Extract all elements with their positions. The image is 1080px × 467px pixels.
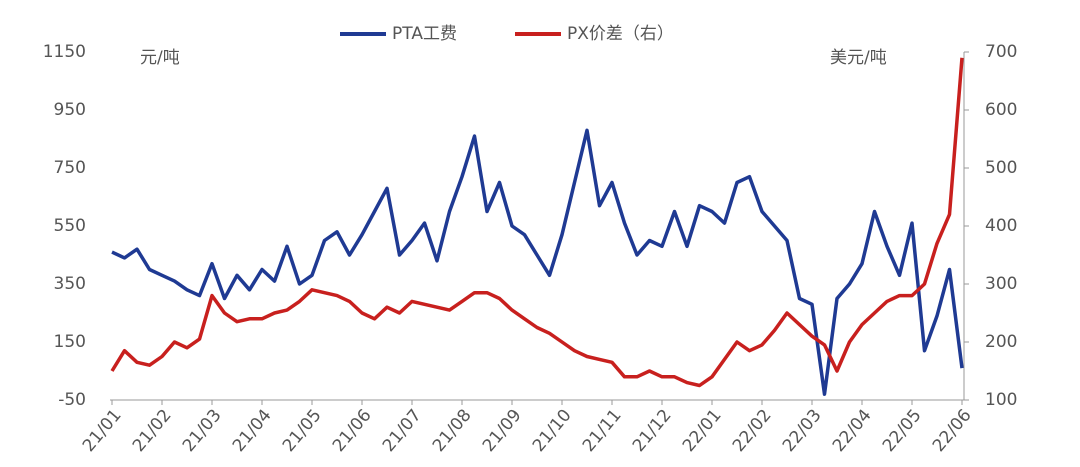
series-line [110, 57, 964, 388]
y-tick-label: -50 [58, 390, 86, 410]
x-tick-label: 22/06 [929, 406, 976, 456]
y-unit: 元/吨 [140, 48, 180, 68]
y2-unit: 美元/吨 [830, 48, 887, 68]
y2-tick-label: 600 [985, 100, 1017, 120]
legend-label: PTA工费 [392, 24, 457, 44]
x-tick-label: 21/06 [329, 406, 376, 456]
x-tick-label: 21/05 [279, 406, 326, 456]
x-tick-label: 21/03 [179, 406, 226, 456]
y-tick-label: 950 [54, 100, 86, 120]
x-tick-label: 22/04 [829, 406, 876, 456]
legend-label: PX价差（右） [567, 24, 674, 44]
y2-tick-label: 500 [985, 158, 1017, 178]
x-tick-label: 21/09 [479, 406, 526, 456]
x-tick-label: 21/01 [79, 406, 126, 456]
y-tick-label: 750 [54, 158, 86, 178]
x-tick-label: 21/08 [429, 406, 476, 456]
x-tick-label: 21/07 [379, 406, 426, 456]
y-tick-label: 1150 [43, 42, 86, 62]
x-tick-label: 22/02 [729, 406, 776, 456]
series-line [111, 128, 964, 396]
x-tick-label: 22/01 [679, 406, 726, 456]
x-tick-label: 22/03 [779, 406, 826, 456]
x-tick-label: 21/02 [129, 406, 176, 456]
y2-tick-label: 100 [985, 390, 1017, 410]
y2-tick-label: 700 [985, 42, 1017, 62]
x-tick-label: 21/04 [229, 406, 276, 456]
y-tick-label: 150 [54, 332, 86, 352]
x-tick-label: 21/10 [529, 406, 576, 456]
x-tick-label: 21/12 [629, 406, 676, 456]
y2-tick-label: 200 [985, 332, 1017, 352]
y-tick-label: 550 [54, 216, 86, 236]
y2-tick-label: 400 [985, 216, 1017, 236]
x-tick-label: 22/05 [879, 406, 926, 456]
y-tick-label: 350 [54, 274, 86, 294]
y2-tick-label: 300 [985, 274, 1017, 294]
x-tick-label: 21/11 [579, 406, 626, 456]
